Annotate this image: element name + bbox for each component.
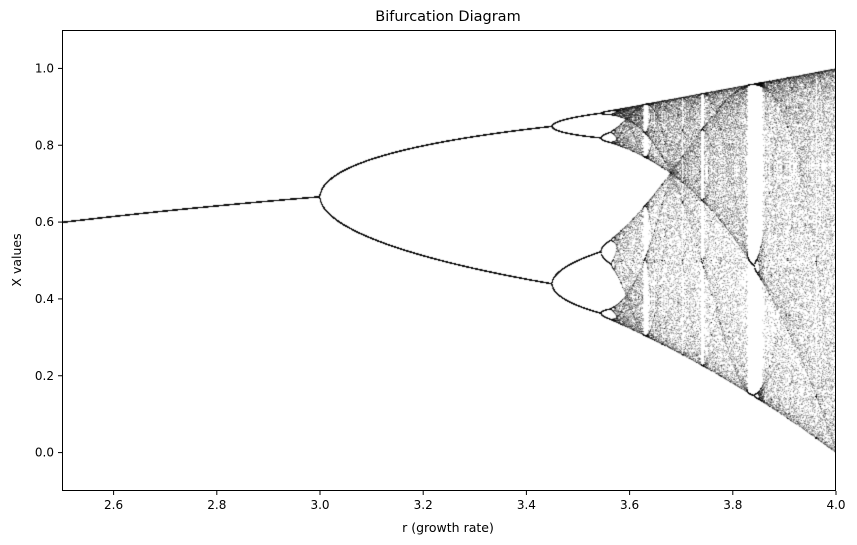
x-axis-ticks: 2.6 2.8 3.0 3.2 3.4 3.6 3.8 4.0 <box>104 491 846 512</box>
x-tick-label: 3.2 <box>414 498 433 512</box>
x-tick-label: 3.6 <box>620 498 639 512</box>
y-tick-label: 0.2 <box>35 369 54 383</box>
scatter-points <box>62 30 836 491</box>
y-tick-label: 0.0 <box>35 446 54 460</box>
y-axis-ticks: 0.0 0.2 0.4 0.6 0.8 1.0 <box>35 61 62 460</box>
y-tick-label: 0.4 <box>35 292 54 306</box>
y-tick-label: 0.6 <box>35 215 54 229</box>
x-tick-label: 4.0 <box>826 498 845 512</box>
x-tick-label: 3.0 <box>310 498 329 512</box>
y-tick-label: 0.8 <box>35 138 54 152</box>
x-tick-label: 2.8 <box>207 498 226 512</box>
x-axis-label: r (growth rate) <box>402 520 494 535</box>
x-tick-label: 3.8 <box>723 498 742 512</box>
x-tick-label: 3.4 <box>517 498 536 512</box>
y-tick-label: 1.0 <box>35 61 54 75</box>
y-axis-label: X values <box>9 233 24 286</box>
chart-title: Bifurcation Diagram <box>375 9 520 25</box>
x-tick-label: 2.6 <box>104 498 123 512</box>
